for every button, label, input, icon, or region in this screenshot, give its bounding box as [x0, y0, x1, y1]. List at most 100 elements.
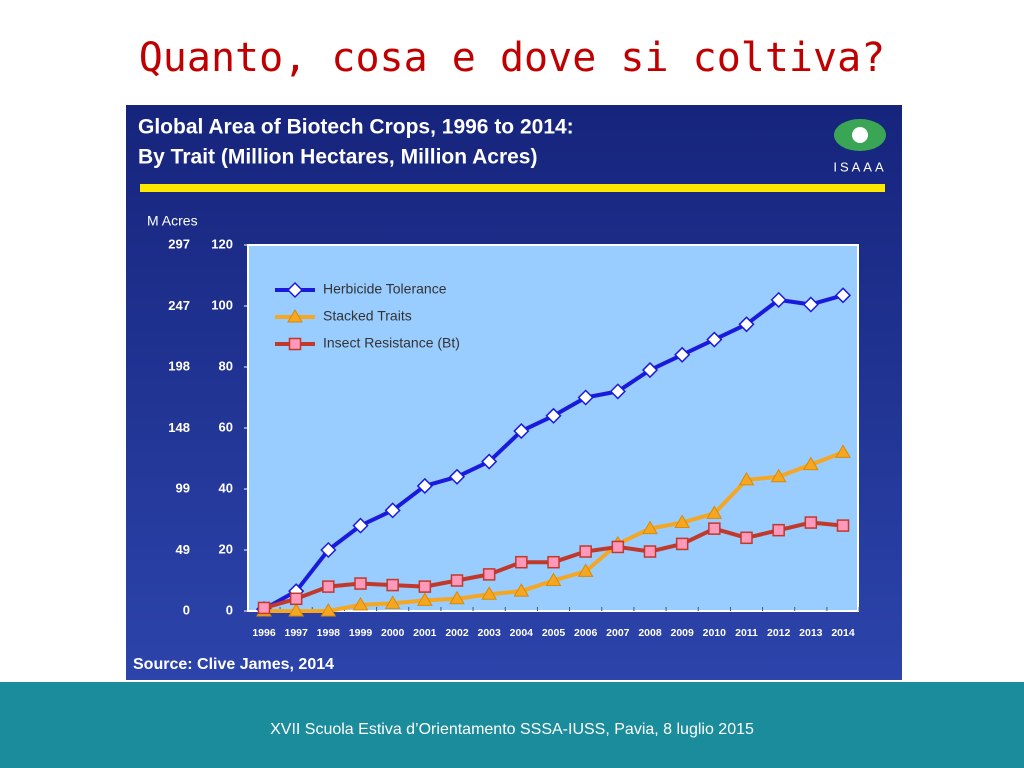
data-point	[609, 383, 626, 400]
x-tick-label: 2013	[799, 627, 823, 639]
legend-marker	[287, 309, 303, 323]
data-point	[288, 603, 305, 617]
footer-band	[0, 682, 1024, 768]
x-tick-label: 1998	[317, 627, 341, 639]
y-tick-label: 0	[226, 602, 233, 617]
y2-tick-label: 99	[176, 480, 190, 495]
data-point	[577, 563, 594, 577]
slide-title: Quanto, cosa e dove si coltiva?	[139, 35, 886, 81]
data-point	[257, 601, 271, 615]
y2-tick-label: 247	[168, 298, 190, 313]
legend-marker	[288, 337, 302, 351]
data-point	[482, 568, 496, 581]
data-point	[513, 583, 530, 597]
x-tick-label: 2004	[510, 627, 534, 639]
x-tick-label: 2007	[606, 627, 630, 639]
data-point	[770, 291, 787, 308]
data-point	[450, 574, 464, 587]
data-point	[740, 531, 753, 545]
data-point	[738, 471, 755, 486]
data-point	[515, 555, 528, 569]
x-tick-label: 2003	[477, 627, 501, 639]
data-point	[547, 555, 560, 569]
data-point	[674, 346, 691, 363]
legend-label: Herbicide Tolerance	[323, 281, 447, 297]
legend-label: Stacked Traits	[323, 308, 412, 324]
y2-tick-label: 0	[183, 602, 190, 617]
x-tick-label: 1996	[252, 627, 276, 639]
chart-title: Global Area of Biotech Crops, 1996 to 20…	[138, 116, 574, 139]
data-point	[611, 540, 625, 554]
data-point	[545, 407, 562, 424]
data-point	[386, 578, 399, 592]
title-rule	[140, 184, 885, 192]
x-tick-label: 2002	[445, 627, 469, 639]
data-point	[770, 468, 787, 483]
data-point	[835, 444, 851, 458]
data-point	[642, 520, 658, 535]
data-point	[384, 595, 401, 609]
data-point	[513, 422, 530, 440]
x-tick-label: 2011	[735, 627, 758, 639]
x-tick-label: 1997	[284, 627, 308, 639]
data-point	[802, 296, 819, 313]
data-point	[449, 590, 465, 605]
source: Source: Clive James, 2014	[133, 656, 334, 673]
data-point	[579, 545, 592, 558]
data-point	[416, 477, 433, 495]
data-point	[481, 453, 498, 470]
x-tick-label: 2001	[413, 627, 437, 639]
marks: 0 20 40 60 80 100 120 0 49 99 148 198 247 297 1996 1997…	[168, 236, 860, 639]
data-point	[674, 514, 691, 529]
data-point	[322, 580, 335, 593]
y2-tick-label: 148	[168, 420, 190, 435]
chart-subtitle: By Trait (Million Hectares, Million Acre…	[138, 146, 537, 169]
data-point	[706, 331, 723, 348]
y-tick-label: 100	[211, 297, 233, 312]
logo-text: ISAAA	[833, 159, 886, 174]
data-point	[643, 545, 657, 558]
data-point	[320, 541, 337, 559]
data-point	[352, 596, 369, 611]
data-point	[416, 592, 433, 606]
y2-tick-label: 49	[176, 542, 190, 557]
data-point	[641, 361, 659, 379]
data-point	[354, 577, 367, 590]
logo: ISAAA	[833, 119, 886, 174]
data-point	[545, 572, 562, 586]
x-tick-label: 2008	[638, 627, 662, 639]
data-point	[834, 287, 852, 304]
data-point	[706, 505, 723, 519]
data-point	[384, 502, 401, 519]
data-point	[481, 586, 498, 600]
y-tick-label: 60	[219, 419, 233, 434]
data-point	[804, 516, 818, 529]
x-tick-label: 2005	[542, 627, 566, 639]
y2-axis-label: M Acres	[147, 213, 198, 229]
y2-tick-label: 297	[168, 236, 190, 251]
data-point	[708, 522, 721, 535]
legend-marker	[286, 281, 304, 299]
data-point	[577, 389, 594, 406]
x-tick-label: 2009	[670, 627, 694, 639]
data-point	[802, 456, 819, 471]
y-tick-label: 120	[211, 236, 233, 251]
legend-label: Insect Resistance (Bt)	[323, 335, 460, 351]
y-tick-label: 40	[219, 480, 233, 495]
data-point	[836, 519, 850, 532]
y-tick-label: 20	[219, 541, 233, 556]
x-tick-label: 2014	[831, 627, 855, 639]
y-tick-label: 80	[219, 358, 233, 373]
x-tick-label: 2012	[767, 627, 791, 639]
data-point	[352, 517, 369, 534]
x-tick-label: 1999	[349, 627, 373, 639]
data-point	[772, 523, 785, 537]
data-point	[289, 592, 303, 606]
x-tick-label: 2000	[381, 627, 405, 639]
data-point	[320, 603, 337, 617]
data-point	[675, 537, 689, 551]
y2-tick-label: 198	[168, 358, 190, 373]
data-point	[448, 468, 466, 485]
